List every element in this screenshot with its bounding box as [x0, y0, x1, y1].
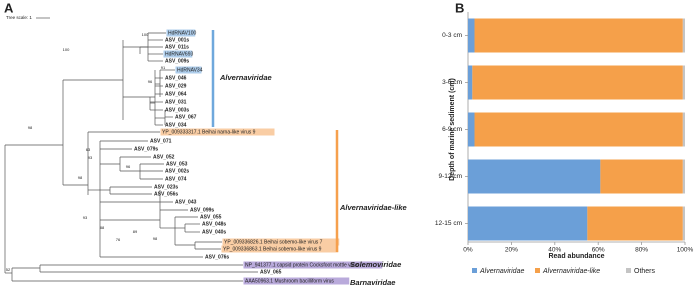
leaf-highlight — [243, 277, 350, 285]
leaf-highlight — [221, 245, 339, 253]
leaf-label: ASV_067 — [175, 114, 197, 120]
leaf-label: ASV_076s — [205, 254, 229, 260]
leaf-label: ASV_053 — [166, 161, 188, 167]
support-value: 88 — [100, 225, 105, 230]
leaf-label: ASV_048s — [202, 221, 226, 227]
leaf-label: ASV_029 — [165, 83, 187, 89]
panel-label: A — [4, 0, 14, 15]
leaf-label: HdRNAV693 — [165, 51, 193, 57]
leaf-label: ASV_031 — [165, 99, 187, 105]
leaf-label: ASV_046 — [165, 75, 187, 81]
x-tick-label: 60% — [592, 247, 605, 254]
leaf-label: ASV_043 — [175, 199, 197, 205]
support-value: 93 — [83, 215, 88, 220]
leaf-label: ASV_065 — [260, 269, 282, 275]
leaf-label: ASV_034 — [165, 122, 187, 128]
leaf-label: ASV_055 — [200, 214, 222, 220]
bar-segment — [682, 206, 685, 241]
y-tick-label: 0-3 cm — [442, 32, 462, 39]
leaf-highlight — [243, 261, 383, 269]
leaf-label: ASV_064 — [165, 91, 187, 97]
x-tick-label: 40% — [548, 247, 561, 254]
leaf-label: ASV_056s — [154, 191, 178, 197]
bar-segment — [468, 65, 473, 100]
legend-label: Alvernaviridae — [479, 268, 524, 275]
support-value: 98 — [28, 125, 33, 130]
bar-segment — [682, 18, 685, 53]
leaf-label: ASV_002s — [165, 168, 189, 174]
bar-segment — [468, 112, 475, 147]
leaf-highlight — [222, 238, 340, 246]
clade-label: Alvernaviridae — [219, 73, 272, 82]
leaf-label: ASV_001s — [165, 37, 189, 43]
leaf-label: ASV_074 — [165, 176, 187, 182]
leaf-label: HdRNAV34 — [177, 67, 203, 73]
support-value: 76 — [116, 237, 121, 242]
bar-segment — [468, 18, 475, 53]
legend-swatch — [535, 268, 540, 273]
clade-label: Solemoviridae — [350, 260, 401, 269]
x-tick-label: 80% — [635, 247, 648, 254]
x-axis-title: Read abundance — [548, 253, 604, 260]
x-tick-label: 20% — [505, 247, 518, 254]
x-tick-label: 0% — [463, 247, 473, 254]
support-value: 91 — [161, 65, 166, 70]
legend-label: Alvernaviridae-like — [542, 268, 600, 275]
clade-label: Alvernaviridae-like — [339, 203, 407, 212]
y-tick-label: 6-9 cm — [442, 126, 462, 133]
support-value: 100 — [63, 47, 70, 52]
y-tick-label: 12-15 cm — [435, 220, 462, 227]
support-value: 63 — [86, 147, 91, 152]
scale-label: Tree scale: 1 — [6, 15, 32, 20]
panel-label: B — [455, 0, 464, 15]
support-value: 98 — [153, 236, 158, 241]
bar-segment — [474, 18, 683, 53]
leaf-label: ASV_040s — [202, 229, 226, 235]
leaf-label: ASV_099s — [190, 207, 214, 213]
leaf-label: ASV_079s — [134, 146, 158, 152]
leaf-highlight — [175, 66, 202, 74]
leaf-label: ASV_003s — [165, 107, 189, 113]
support-value: 89 — [133, 229, 138, 234]
leaf-label: HdRNAV100 — [168, 30, 196, 36]
bar-segment — [474, 112, 683, 147]
leaf-label: AAA50963.1 Mushroom bacilliform virus — [245, 278, 334, 284]
legend-swatch — [626, 268, 631, 273]
bar-segment — [682, 65, 685, 100]
x-tick-label: 100% — [677, 247, 694, 254]
legend-label: Others — [634, 268, 656, 275]
bar-segment — [468, 159, 601, 194]
bar-segment — [600, 159, 683, 194]
bar-segment — [682, 112, 685, 147]
support-value: 100 — [142, 32, 149, 37]
y-tick-label: 9-12 cm — [439, 173, 462, 180]
bar-segment — [587, 206, 683, 241]
leaf-label: NP_941377.1 capsid protein Cocksfoot mot… — [245, 262, 359, 268]
leaf-highlight — [163, 50, 193, 58]
leaf-label: YP_009336826.1 Beihai sobemo-like virus … — [224, 239, 323, 245]
leaf-label: ASV_071 — [150, 138, 172, 144]
leaf-label: YP_009333317.1 Beihai narna-like virus 9 — [162, 129, 256, 135]
leaf-label: YP_009336863.1 Beihai sobemo-like virus … — [223, 246, 322, 252]
support-value: 93 — [88, 155, 93, 160]
leaf-highlight — [166, 29, 196, 37]
bar-segment — [682, 159, 685, 194]
leaf-highlight — [160, 128, 275, 136]
legend-swatch — [472, 268, 477, 273]
bar-segment — [472, 65, 683, 100]
y-axis-title: Depth of marine sediment (cm) — [449, 78, 456, 181]
leaf-label: ASV_011s — [165, 44, 189, 50]
support-value: 96 — [126, 164, 131, 169]
support-value: 98 — [78, 175, 83, 180]
clade-label: Barnaviridae — [350, 278, 395, 285]
leaf-label: ASV_052 — [153, 154, 175, 160]
bar-segment — [468, 206, 588, 241]
support-value: 96 — [148, 79, 153, 84]
leaf-label: ASV_009s — [165, 58, 189, 64]
leaf-label: ASV_023s — [154, 184, 178, 190]
support-value: 52 — [6, 267, 11, 272]
y-tick-label: 3-6 cm — [442, 79, 462, 86]
